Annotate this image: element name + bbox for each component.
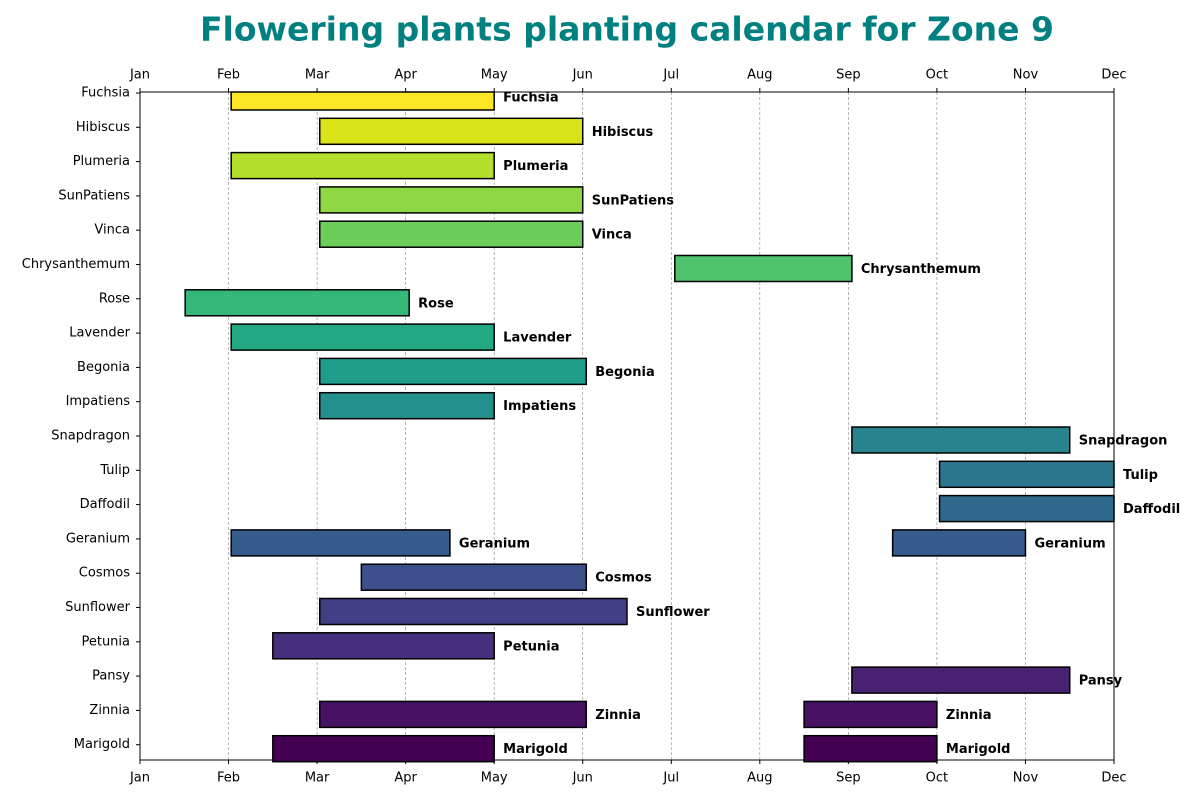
x-tick-label: Oct	[926, 771, 948, 786]
y-tick-label: Rose	[99, 291, 130, 306]
bar-label: Daffodil	[1123, 502, 1180, 517]
y-tick-label: Marigold	[74, 737, 130, 752]
bar-label: Chrysanthemum	[861, 262, 981, 277]
x-tick-label: Apr	[394, 68, 417, 83]
x-tick-label: May	[481, 68, 508, 83]
y-tick-label: Sunflower	[65, 600, 131, 615]
bar	[803, 700, 938, 729]
bar	[851, 666, 1071, 694]
bar-label: Sunflower	[636, 605, 710, 620]
bar	[938, 494, 1115, 523]
y-tick-label: Hibiscus	[76, 120, 130, 135]
bar	[272, 734, 495, 763]
x-tick-label: Jan	[129, 68, 150, 83]
bar-label: Rose	[418, 296, 454, 311]
bar-label: Fuchsia	[503, 91, 558, 106]
x-tick-label: Nov	[1013, 68, 1039, 83]
bar	[230, 151, 495, 180]
y-tick-label: SunPatiens	[58, 188, 130, 203]
y-tick-label: Petunia	[81, 634, 130, 649]
y-tick-label: Vinca	[94, 223, 130, 238]
x-tick-label: Jun	[572, 68, 593, 83]
bar-label: Begonia	[595, 365, 654, 380]
bar	[318, 700, 588, 729]
chart-title: Flowering plants planting calendar for Z…	[200, 10, 1054, 49]
bar-label: Geranium	[459, 536, 530, 551]
x-tick-label: Feb	[217, 68, 240, 83]
bar	[318, 597, 628, 626]
bar	[230, 91, 495, 111]
bar-label: Snapdragon	[1079, 434, 1168, 449]
bar	[674, 254, 853, 283]
x-tick-label: Dec	[1101, 68, 1126, 83]
x-tick-label: Jun	[572, 771, 593, 786]
x-tick-label: Mar	[305, 68, 330, 83]
x-tick-label: Mar	[305, 771, 330, 786]
x-tick-label: Sep	[836, 771, 861, 786]
y-tick-label: Tulip	[99, 463, 130, 478]
bar-label: Cosmos	[595, 571, 652, 586]
x-tick-label: Apr	[394, 771, 417, 786]
x-tick-label: Aug	[747, 68, 772, 83]
bar	[230, 323, 495, 351]
bar-label: Zinnia	[946, 708, 992, 723]
bar	[803, 734, 938, 763]
bar	[318, 357, 588, 386]
x-tick-label: Sep	[836, 68, 861, 83]
x-tick-label: Aug	[747, 771, 772, 786]
bar-label: Marigold	[946, 742, 1011, 757]
bar	[851, 426, 1071, 454]
x-tick-label: Jan	[129, 771, 150, 786]
y-tick-label: Impatiens	[66, 394, 131, 409]
x-tick-label: Jul	[662, 68, 679, 83]
x-tick-label: Oct	[926, 68, 948, 83]
y-tick-label: Pansy	[92, 669, 130, 684]
bar-label: Impatiens	[503, 399, 576, 414]
bar-label: SunPatiens	[592, 193, 675, 208]
bar-label: Hibiscus	[592, 125, 654, 140]
y-tick-label: Geranium	[66, 531, 130, 546]
y-tick-label: Fuchsia	[81, 86, 130, 101]
bar-label: Marigold	[503, 742, 568, 757]
x-tick-label: Dec	[1101, 771, 1126, 786]
bar	[318, 220, 584, 248]
y-tick-label: Plumeria	[73, 154, 130, 169]
y-tick-label: Daffodil	[80, 497, 130, 512]
plot-frame	[139, 91, 1115, 761]
y-tick-label: Cosmos	[79, 566, 130, 581]
bar-label: Pansy	[1079, 674, 1123, 689]
y-tick-label: Zinnia	[89, 703, 130, 718]
bar-label: Geranium	[1034, 536, 1105, 551]
bar	[891, 529, 1027, 557]
bar-label: Tulip	[1123, 468, 1158, 483]
x-tick-label: Jul	[662, 771, 679, 786]
y-tick-label: Snapdragon	[51, 429, 130, 444]
bar-label: Zinnia	[595, 708, 641, 723]
bar	[360, 563, 588, 591]
x-tick-label: Nov	[1013, 771, 1039, 786]
bar-label: Lavender	[503, 331, 572, 346]
bar	[272, 632, 495, 660]
y-tick-label: Begonia	[77, 360, 130, 375]
bar-label: Plumeria	[503, 159, 568, 174]
bar-label: Vinca	[592, 228, 632, 243]
y-tick-label: Chrysanthemum	[22, 257, 130, 272]
bar	[938, 460, 1115, 489]
bar-label: Petunia	[503, 639, 559, 654]
x-tick-label: Feb	[217, 771, 240, 786]
bar	[184, 289, 410, 317]
x-tick-label: May	[481, 771, 508, 786]
bar	[318, 117, 584, 146]
bar	[318, 186, 584, 214]
bar	[230, 529, 451, 557]
bar	[318, 391, 495, 420]
y-tick-label: Lavender	[69, 326, 130, 341]
